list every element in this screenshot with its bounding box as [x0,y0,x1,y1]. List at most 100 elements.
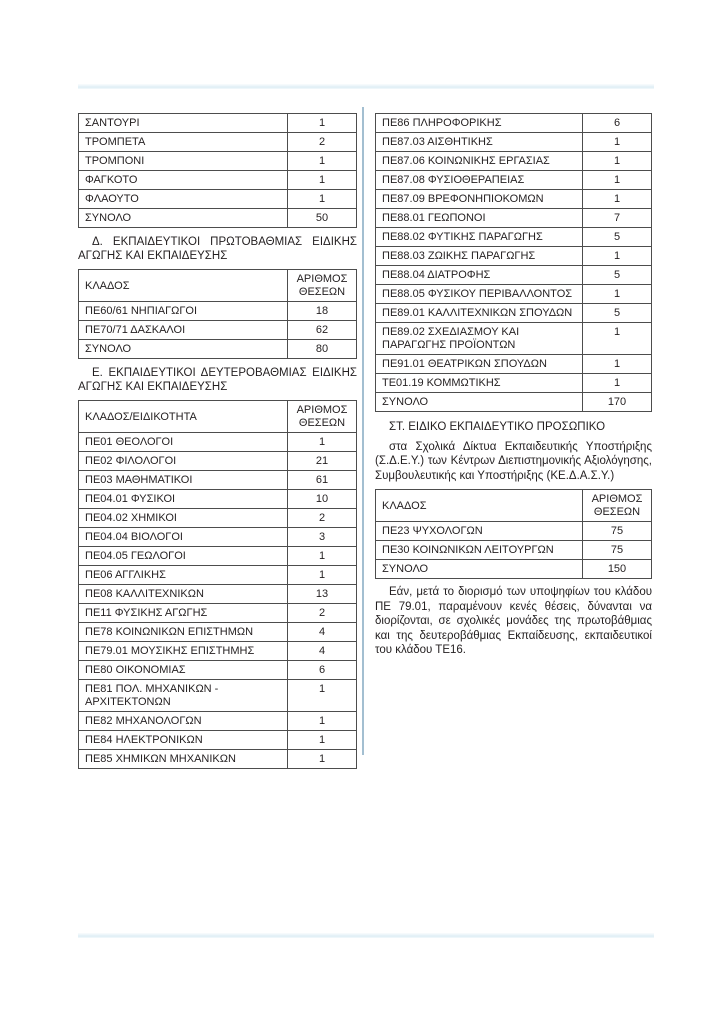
klados-cell: ΠΕ89.02 ΣΧΕΔΙΑΣΜΟΥ ΚΑΙ ΠΑΡΑΓΩΓΗΣ ΠΡΟΪΟΝΤ… [375,322,583,355]
positions-cell: 6 [582,113,652,133]
table-row: ΠΕ78 ΚΟΙΝΩΝΙΚΩΝ ΕΠΙΣΤΗΜΩΝ 4 [78,622,357,642]
klados-cell: ΠΕ60/61 ΝΗΠΙΑΓΩΓΟΙ [78,301,288,321]
section-e-heading: Ε. ΕΚΠΑΙΔΕΥΤΙΚΟΙ ΔΕΥΤΕΡΟΒΑΘΜΙΑΣ ΕΙΔΙΚΗΣ … [78,367,357,393]
primary-special-education-table: ΚΛΑΔΟΣ ΑΡΙΘΜΟΣ ΘΕΣΕΩΝ ΠΕ60/61 ΝΗΠΙΑΓΩΓΟΙ… [78,269,357,359]
special-education-staff-table: ΚΛΑΔΟΣ ΑΡΙΘΜΟΣ ΘΕΣΕΩΝ ΠΕ23 ΨΥΧΟΛΟΓΩΝ 75 ΠΕ… [375,489,652,579]
klados-cell: ΠΕ87.09 ΒΡΕΦΟΝΗΠΙΟΚΟΜΩΝ [375,189,583,209]
table-row: ΠΕ88.04 ΔΙΑΤΡΟΦΗΣ 5 [375,265,652,285]
klados-cell: ΣΥΝΟΛΟ [375,392,583,412]
positions-cell: 3 [287,527,357,547]
positions-cell: 1 [287,189,357,209]
table-row: ΤΡΟΜΠΕΤΑ 2 [78,132,357,152]
positions-cell: 5 [582,303,652,323]
secondary-special-education-table: ΚΛΑΔΟΣ/ΕΙΔΙΚΟΤΗΤΑ ΑΡΙΘΜΟΣ ΘΕΣΕΩΝ ΠΕ01 ΘΕ… [78,400,357,769]
klados-cell: ΠΕ87.03 ΑΙΣΘΗΤΙΚΗΣ [375,132,583,152]
klados-cell: ΠΕ88.03 ΖΩΙΚΗΣ ΠΑΡΑΓΩΓΗΣ [375,246,583,266]
positions-cell: 62 [287,320,357,340]
klados-cell: ΠΕ88.04 ΔΙΑΤΡΟΦΗΣ [375,265,583,285]
positions-cell: 2 [287,132,357,152]
klados-cell: ΠΕ70/71 ΔΑΣΚΑΛΟΙ [78,320,288,340]
klados-cell: ΠΕ88.01 ΓΕΩΠΟΝΟΙ [375,208,583,228]
klados-cell: ΠΕ88.05 ΦΥΣΙΚΟΥ ΠΕΡΙΒΑΛΛΟΝΤΟΣ [375,284,583,304]
positions-cell: 4 [287,622,357,642]
positions-cell: 1 [582,322,652,355]
table-row: ΠΕ06 ΑΓΓΛΙΚΗΣ 1 [78,565,357,585]
table-row: ΠΕ81 ΠΟΛ. ΜΗΧΑΝΙΚΩΝ - ΑΡΧΙΤΕΚΤΟΝΩΝ 1 [78,679,357,712]
positions-cell: 1 [582,170,652,190]
table-row: ΦΛΑΟΥΤΟ 1 [78,189,357,209]
positions-cell: 61 [287,470,357,490]
table-row: ΠΕ87.09 ΒΡΕΦΟΝΗΠΙΟΚΟΜΩΝ 1 [375,189,652,209]
table-header-row: ΚΛΑΔΟΣ ΑΡΙΘΜΟΣ ΘΕΣΕΩΝ [78,269,357,302]
positions-cell: 1 [287,730,357,750]
table-row: ΠΕ88.05 ΦΥΣΙΚΟΥ ΠΕΡΙΒΑΛΛΟΝΤΟΣ 1 [375,284,652,304]
table-row: ΠΕ89.02 ΣΧΕΔΙΑΣΜΟΥ ΚΑΙ ΠΑΡΑΓΩΓΗΣ ΠΡΟΪΟΝΤ… [375,322,652,355]
klados-cell: ΠΕ04.04 ΒΙΟΛΟΓΟΙ [78,527,288,547]
table-row: ΠΕ11 ΦΥΣΙΚΗΣ ΑΓΩΓΗΣ 2 [78,603,357,623]
klados-cell: ΠΕ08 ΚΑΛΛΙΤΕΧΝΙΚΩΝ [78,584,288,604]
table-row: ΠΕ87.03 ΑΙΣΘΗΤΙΚΗΣ 1 [375,132,652,152]
positions-header-cell: ΑΡΙΘΜΟΣ ΘΕΣΕΩΝ [287,400,357,433]
table-row: ΠΕ80 ΟΙΚΟΝΟΜΙΑΣ 6 [78,660,357,680]
positions-cell: 75 [582,540,652,560]
table-row: ΠΕ08 ΚΑΛΛΙΤΕΧΝΙΚΩΝ 13 [78,584,357,604]
secondary-special-education-table-continued: ΠΕ86 ΠΛΗΡΟΦΟΡΙΚΗΣ 6 ΠΕ87.03 ΑΙΣΘΗΤΙΚΗΣ 1 ΠΕ8… [375,113,652,412]
table-row: ΠΕ04.04 ΒΙΟΛΟΓΟΙ 3 [78,527,357,547]
positions-cell: 1 [582,354,652,374]
klados-cell: ΠΕ84 ΗΛΕΚΤΡΟΝΙΚΩΝ [78,730,288,750]
table-row: ΣΑΝΤΟΥΡΙ 1 [78,113,357,133]
positions-cell: 1 [287,711,357,731]
table-row: ΠΕ70/71 ΔΑΣΚΑΛΟΙ 62 [78,320,357,340]
positions-cell: 21 [287,451,357,471]
positions-cell: 1 [582,373,652,393]
table-row: ΣΥΝΟΛΟ 80 [78,339,357,359]
klados-cell: ΦΑΓΚΟΤΟ [78,170,288,190]
table-row: ΠΕ03 ΜΑΘΗΜΑΤΙΚΟΙ 61 [78,470,357,490]
positions-cell: 75 [582,521,652,541]
table-row: ΣΥΝΟΛΟ 170 [375,392,652,412]
klados-cell: ΠΕ82 ΜΗΧΑΝΟΛΟΓΩΝ [78,711,288,731]
klados-cell: ΣΥΝΟΛΟ [78,339,288,359]
klados-cell: ΠΕ85 ΧΗΜΙΚΩΝ ΜΗΧΑΝΙΚΩΝ [78,749,288,769]
klados-header-cell: ΚΛΑΔΟΣ/ΕΙΔΙΚΟΤΗΤΑ [78,400,288,433]
table-row: ΣΥΝΟΛΟ 50 [78,208,357,228]
klados-cell: ΤΡΟΜΠΟΝΙ [78,151,288,171]
positions-cell: 5 [582,227,652,247]
column-separator [362,107,364,755]
table-row: ΠΕ82 ΜΗΧΑΝΟΛΟΓΩΝ 1 [78,711,357,731]
positions-cell: 170 [582,392,652,412]
top-page-rule [78,84,654,89]
klados-cell: ΠΕ03 ΜΑΘΗΜΑΤΙΚΟΙ [78,470,288,490]
klados-cell: ΠΕ04.05 ΓΕΩΛΟΓΟΙ [78,546,288,566]
positions-cell: 1 [582,284,652,304]
positions-cell: 7 [582,208,652,228]
klados-cell: ΣΥΝΟΛΟ [78,208,288,228]
positions-cell: 1 [287,565,357,585]
table-row: ΠΕ79.01 ΜΟΥΣΙΚΗΣ ΕΠΙΣΤΗΜΗΣ 4 [78,641,357,661]
table-row: ΦΑΓΚΟΤΟ 1 [78,170,357,190]
positions-cell: 4 [287,641,357,661]
table-row: ΠΕ87.08 ΦΥΣΙΟΘΕΡΑΠΕΙΑΣ 1 [375,170,652,190]
klados-cell: ΠΕ81 ΠΟΛ. ΜΗΧΑΝΙΚΩΝ - ΑΡΧΙΤΕΚΤΟΝΩΝ [78,679,288,712]
klados-cell: ΠΕ86 ΠΛΗΡΟΦΟΡΙΚΗΣ [375,113,583,133]
klados-header-cell: ΚΛΑΔΟΣ [375,489,583,522]
te16-note-paragraph: Εάν, μετά το διορισμό των υποψηφίων του … [375,586,652,656]
klados-cell: ΠΕ87.06 ΚΟΙΝΩΝΙΚΗΣ ΕΡΓΑΣΙΑΣ [375,151,583,171]
table-row: ΠΕ04.02 ΧΗΜΙΚΟΙ 2 [78,508,357,528]
left-column: ΣΑΝΤΟΥΡΙ 1 ΤΡΟΜΠΕΤΑ 2 ΤΡΟΜΠΟΝΙ 1 ΦΑΓΚΟΤΟ 1 ΦΛΑΟΥ… [78,113,357,769]
klados-cell: ΠΕ88.02 ΦΥΤΙΚΗΣ ΠΑΡΑΓΩΓΗΣ [375,227,583,247]
positions-cell: 1 [287,151,357,171]
table-header-row: ΚΛΑΔΟΣ ΑΡΙΘΜΟΣ ΘΕΣΕΩΝ [375,489,652,522]
positions-cell: 1 [582,246,652,266]
positions-cell: 13 [287,584,357,604]
klados-cell: ΠΕ30 ΚΟΙΝΩΝΙΚΩΝ ΛΕΙΤΟΥΡΓΩΝ [375,540,583,560]
positions-cell: 10 [287,489,357,509]
positions-cell: 6 [287,660,357,680]
table-row: ΠΕ91.01 ΘΕΑΤΡΙΚΩΝ ΣΠΟΥΔΩΝ 1 [375,354,652,374]
klados-cell: ΠΕ89.01 ΚΑΛΛΙΤΕΧΝΙΚΩΝ ΣΠΟΥΔΩΝ [375,303,583,323]
positions-cell: 80 [287,339,357,359]
table-row: ΠΕ88.01 ΓΕΩΠΟΝΟΙ 7 [375,208,652,228]
positions-header-cell: ΑΡΙΘΜΟΣ ΘΕΣΕΩΝ [287,269,357,302]
klados-cell: ΤΡΟΜΠΕΤΑ [78,132,288,152]
